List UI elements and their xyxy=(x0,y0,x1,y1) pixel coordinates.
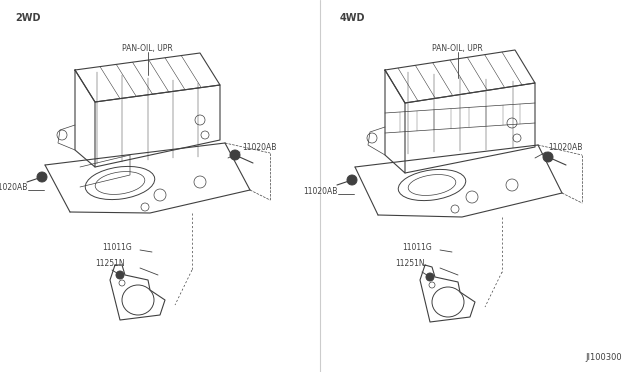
Circle shape xyxy=(37,172,47,182)
Circle shape xyxy=(543,152,553,162)
Circle shape xyxy=(116,271,124,279)
Text: JI100300: JI100300 xyxy=(586,353,622,362)
Text: 4WD: 4WD xyxy=(340,13,365,23)
Text: 11020AB: 11020AB xyxy=(548,144,582,153)
Text: PAN-OIL, UPR: PAN-OIL, UPR xyxy=(432,44,483,52)
Circle shape xyxy=(230,150,240,160)
Text: PAN-OIL, UPR: PAN-OIL, UPR xyxy=(122,44,173,52)
Text: 2WD: 2WD xyxy=(15,13,40,23)
Circle shape xyxy=(426,273,434,281)
Text: 11251N: 11251N xyxy=(395,259,424,267)
Text: 11011G: 11011G xyxy=(102,244,132,253)
Circle shape xyxy=(347,175,357,185)
Text: 11251N: 11251N xyxy=(95,259,125,267)
Text: 11020AB: 11020AB xyxy=(303,187,338,196)
Text: 11020AB: 11020AB xyxy=(242,144,276,153)
Text: 11011G: 11011G xyxy=(402,244,432,253)
Text: 11020AB: 11020AB xyxy=(0,183,28,192)
